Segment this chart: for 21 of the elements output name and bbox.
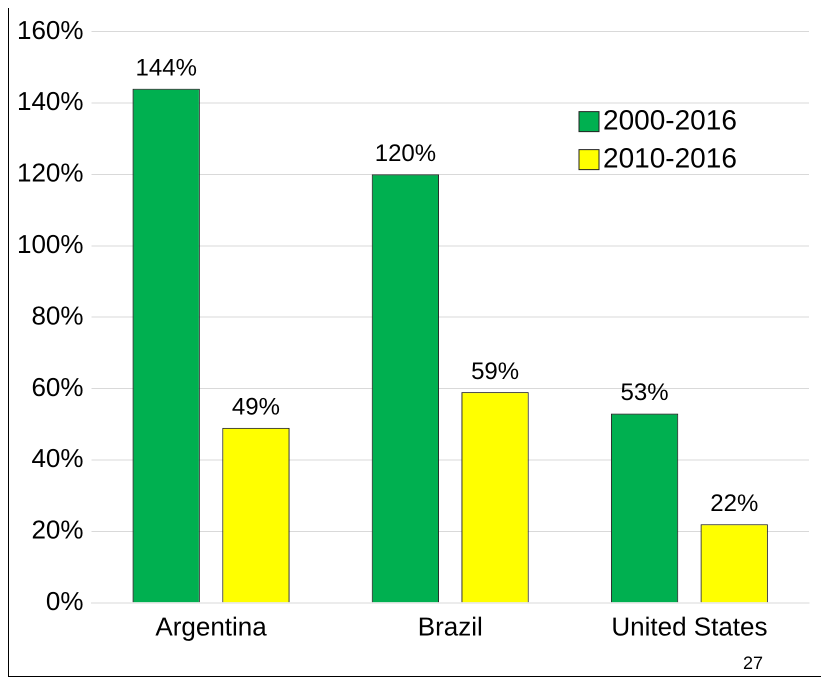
data-label: 22% <box>710 490 758 517</box>
data-label: 59% <box>471 358 520 385</box>
x-tick-label: Argentina <box>155 612 268 642</box>
y-tick-label: 160% <box>17 14 84 45</box>
data-label: 120% <box>374 140 436 168</box>
data-label: 49% <box>232 393 280 420</box>
data-label: 144% <box>136 54 197 82</box>
y-tick-label: 140% <box>17 86 84 116</box>
x-tick-label: Brazil <box>418 612 483 642</box>
y-tick-label: 40% <box>31 443 84 474</box>
legend-label: 2000-2016 <box>603 104 737 136</box>
y-tick-label: 60% <box>31 372 84 402</box>
text: 27 <box>742 652 763 673</box>
y-tick-label: 20% <box>31 514 84 545</box>
y-tick-label: 0% <box>46 586 84 616</box>
legend-label: 2010-2016 <box>603 142 737 174</box>
x-tick-label: United States <box>611 612 768 642</box>
y-tick-label: 100% <box>17 228 84 259</box>
data-label: 53% <box>620 379 669 406</box>
y-tick-label: 80% <box>31 300 84 330</box>
y-tick-label: 120% <box>17 158 84 188</box>
